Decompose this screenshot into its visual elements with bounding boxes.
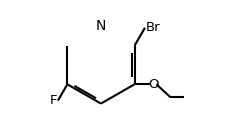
Text: N: N [96,19,106,33]
Text: F: F [49,94,57,107]
Text: O: O [148,78,159,91]
Text: Br: Br [146,21,161,34]
